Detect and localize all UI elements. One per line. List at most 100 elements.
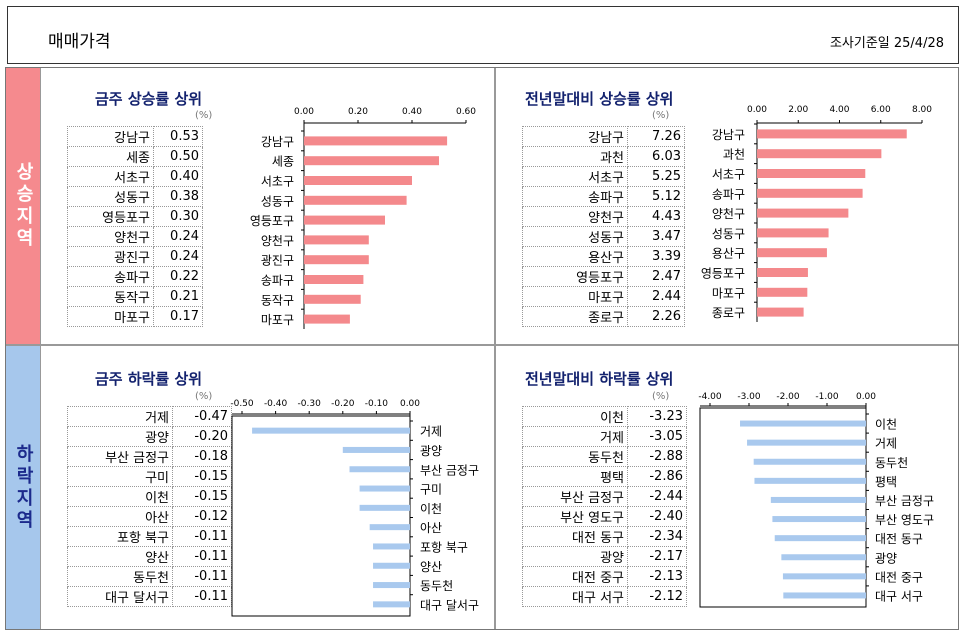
region-name: 부산 금정구: [522, 486, 628, 507]
table-row: 과천 6.03: [522, 146, 685, 167]
table-row: 평택 -2.86: [522, 466, 687, 487]
region-name: 송파구: [522, 186, 628, 207]
table-row: 거제 -0.47: [67, 406, 232, 427]
unit-label: (%): [195, 391, 213, 402]
panel-grid: [5, 67, 959, 630]
table-row: 거제 -3.05: [522, 426, 687, 447]
change-rate: -2.88: [627, 446, 687, 467]
table-row: 강남구 0.53: [67, 126, 203, 147]
table-row: 동두천 -0.11: [67, 566, 232, 587]
change-rate: 5.25: [627, 166, 685, 187]
change-rate: -0.11: [172, 566, 232, 587]
change-rate: 0.38: [153, 186, 203, 207]
sidebar-rising-regions: 상승지역: [6, 68, 40, 344]
change-rate: 6.03: [627, 146, 685, 167]
change-rate: 0.24: [153, 246, 203, 267]
region-name: 동두천: [522, 446, 628, 467]
sidebar-falling-label: 하락지역: [13, 443, 34, 532]
change-rate: -0.15: [172, 466, 232, 487]
change-rate: -0.12: [172, 506, 232, 527]
table-row: 영등포구 2.47: [522, 266, 685, 287]
table-row: 광양 -0.20: [67, 426, 232, 447]
change-rate: 7.26: [627, 126, 685, 147]
data-table: 강남구 0.53 세종 0.50 서초구 0.40 성동구 0.38 영등포구 0.30 양천구 0.…: [67, 126, 203, 327]
change-rate: 4.43: [627, 206, 685, 227]
region-name: 용산구: [522, 246, 628, 267]
chart-title: 금주 하락률 상위: [95, 370, 203, 388]
region-name: 광양: [522, 546, 628, 567]
table-row: 영등포구 0.30: [67, 206, 203, 227]
change-rate: -2.13: [627, 566, 687, 587]
change-rate: -2.40: [627, 506, 687, 527]
region-name: 아산: [67, 506, 173, 527]
change-rate: -0.18: [172, 446, 232, 467]
change-rate: 2.44: [627, 286, 685, 307]
change-rate: 0.50: [153, 146, 203, 167]
region-name: 종로구: [522, 306, 628, 327]
change-rate: -0.11: [172, 586, 232, 607]
region-name: 대전 동구: [522, 526, 628, 547]
region-name: 동두천: [67, 566, 173, 587]
unit-label: (%): [195, 110, 213, 121]
data-table: 거제 -0.47 광양 -0.20 부산 금정구 -0.18 구미 -0.15 이천 -0.15 아…: [67, 406, 232, 607]
table-row: 대전 동구 -2.34: [522, 526, 687, 547]
region-name: 거제: [67, 406, 173, 427]
divider: [40, 68, 41, 629]
change-rate: -2.34: [627, 526, 687, 547]
region-name: 마포구: [522, 286, 628, 307]
table-row: 아산 -0.12: [67, 506, 232, 527]
table-row: 종로구 2.26: [522, 306, 685, 327]
table-row: 송파구 5.12: [522, 186, 685, 207]
sidebar-falling-regions: 하락지역: [6, 346, 40, 629]
change-rate: 2.26: [627, 306, 685, 327]
change-rate: -2.12: [627, 586, 687, 607]
change-rate: 3.39: [627, 246, 685, 267]
change-rate: -3.05: [627, 426, 687, 447]
table-row: 부산 금정구 -0.18: [67, 446, 232, 467]
page-title: 매매가격: [48, 32, 111, 52]
data-table: 강남구 7.26 과천 6.03 서초구 5.25 송파구 5.12 양천구 4.43 성동구 3.4…: [522, 126, 685, 327]
table-row: 대전 중구 -2.13: [522, 566, 687, 587]
table-row: 서초구 5.25: [522, 166, 685, 187]
chart-title: 전년말대비 하락률 상위: [525, 370, 674, 388]
table-row: 동두천 -2.88: [522, 446, 687, 467]
region-name: 송파구: [67, 266, 154, 287]
region-name: 동작구: [67, 286, 154, 307]
table-row: 대구 달서구 -0.11: [67, 586, 232, 607]
change-rate: 3.47: [627, 226, 685, 247]
region-name: 강남구: [522, 126, 628, 147]
region-name: 양산: [67, 546, 173, 567]
table-row: 양천구 0.24: [67, 226, 203, 247]
region-name: 이천: [522, 406, 628, 427]
table-row: 성동구 0.38: [67, 186, 203, 207]
change-rate: 0.30: [153, 206, 203, 227]
table-row: 세종 0.50: [67, 146, 203, 167]
region-name: 영등포구: [522, 266, 628, 287]
region-name: 이천: [67, 486, 173, 507]
region-name: 거제: [522, 426, 628, 447]
change-rate: -0.47: [172, 406, 232, 427]
table-row: 마포구 2.44: [522, 286, 685, 307]
table-row: 구미 -0.15: [67, 466, 232, 487]
table-row: 광양 -2.17: [522, 546, 687, 567]
change-rate: -2.17: [627, 546, 687, 567]
unit-label: (%): [652, 110, 670, 121]
table-row: 광진구 0.24: [67, 246, 203, 267]
region-name: 구미: [67, 466, 173, 487]
table-row: 서초구 0.40: [67, 166, 203, 187]
region-name: 대구 달서구: [67, 586, 173, 607]
change-rate: -0.15: [172, 486, 232, 507]
region-name: 세종: [67, 146, 154, 167]
chart-title: 금주 상승률 상위: [95, 90, 203, 108]
region-name: 평택: [522, 466, 628, 487]
table-row: 이천 -0.15: [67, 486, 232, 507]
unit-label: (%): [652, 391, 670, 402]
change-rate: -0.11: [172, 546, 232, 567]
divider: [6, 344, 958, 346]
region-name: 성동구: [67, 186, 154, 207]
region-name: 대구 서구: [522, 586, 628, 607]
chart-title: 전년말대비 상승률 상위: [525, 90, 674, 108]
table-row: 부산 금정구 -2.44: [522, 486, 687, 507]
change-rate: -2.86: [627, 466, 687, 487]
change-rate: 0.53: [153, 126, 203, 147]
